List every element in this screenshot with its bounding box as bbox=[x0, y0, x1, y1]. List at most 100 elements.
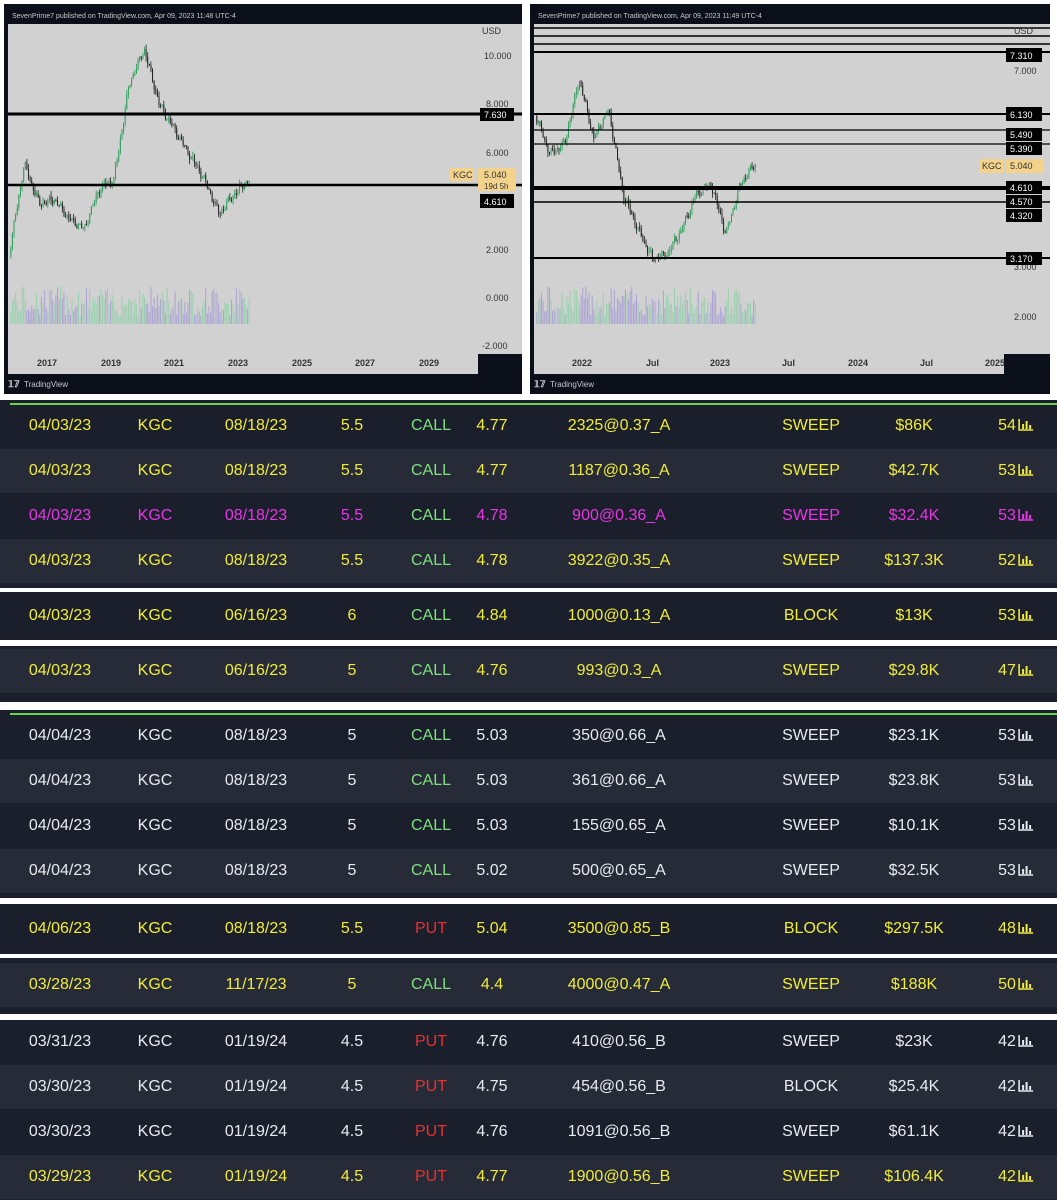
candle-body bbox=[31, 180, 33, 184]
bar-chart-icon[interactable] bbox=[1018, 1125, 1034, 1137]
bar-chart-icon[interactable] bbox=[1018, 1035, 1034, 1047]
volume-bar bbox=[39, 314, 41, 324]
candle-body bbox=[89, 214, 91, 224]
spot-price: 5.03 bbox=[476, 727, 508, 744]
candle-body bbox=[639, 227, 641, 229]
volume-bar bbox=[699, 314, 701, 324]
volume-bar bbox=[129, 301, 131, 324]
volume-bar bbox=[181, 298, 183, 324]
volume-bar bbox=[79, 315, 81, 324]
volume-bar bbox=[583, 298, 585, 324]
bar-chart-icon[interactable] bbox=[1018, 864, 1034, 876]
candle-body bbox=[176, 128, 178, 138]
bar-chart-icon[interactable] bbox=[1018, 609, 1034, 621]
spot-price: 4.84 bbox=[476, 607, 508, 624]
volume-bar bbox=[737, 293, 739, 324]
table-row[interactable]: 04/03/23 KGC 08/18/23 5.5 CALL 4.77 2325@0.37_… bbox=[0, 404, 1057, 448]
candle-body bbox=[169, 117, 171, 123]
volume-bar bbox=[143, 297, 146, 324]
volume-bar bbox=[81, 303, 83, 324]
volume-bar bbox=[132, 314, 134, 324]
candle-body bbox=[145, 49, 147, 57]
candle-body bbox=[545, 139, 547, 145]
table-row[interactable]: 03/31/23 KGC 01/19/24 4.5 PUT 4.76 410@0.56_B S… bbox=[0, 1020, 1057, 1064]
bar-chart-icon[interactable] bbox=[1018, 664, 1034, 676]
bar-chart-icon[interactable] bbox=[1018, 978, 1034, 990]
bar-chart-icon[interactable] bbox=[1018, 729, 1034, 741]
strike-price: 6 bbox=[347, 607, 357, 624]
candle-body bbox=[47, 199, 49, 205]
trade-details: 1187@0.36_A bbox=[568, 462, 670, 479]
candle-body bbox=[189, 154, 191, 160]
volume-bar bbox=[716, 315, 718, 324]
candle-body bbox=[561, 142, 563, 149]
volume-bar bbox=[240, 292, 242, 324]
volume-bar bbox=[567, 302, 569, 324]
ticker-symbol: KGC bbox=[137, 552, 173, 569]
table-row[interactable]: 03/30/23 KGC 01/19/24 4.5 PUT 4.76 1091@0.56_B… bbox=[0, 1110, 1057, 1154]
bar-chart-icon[interactable] bbox=[1018, 1170, 1034, 1182]
volume-bar bbox=[42, 302, 44, 324]
candle-body bbox=[539, 121, 541, 123]
table-row[interactable]: 04/04/23 KGC 08/18/23 5 CALL 5.03 361@0.66_A SW… bbox=[0, 759, 1057, 803]
volume-bar bbox=[137, 315, 139, 324]
chart-short-term[interactable]: SevenPrime7 published on TradingView.com… bbox=[530, 4, 1050, 394]
order-kind: SWEEP bbox=[782, 772, 840, 789]
volume-bar bbox=[730, 306, 732, 324]
spot-price: 4.78 bbox=[476, 507, 508, 524]
candle-body bbox=[155, 89, 157, 92]
expiry-date: 08/18/23 bbox=[224, 862, 288, 879]
bar-chart-icon[interactable] bbox=[1018, 922, 1034, 934]
volume-bar bbox=[222, 309, 224, 324]
candle-body bbox=[579, 80, 581, 89]
table-row[interactable]: 03/29/23 KGC 01/19/24 4.5 PUT 4.77 1900@0.56_B… bbox=[0, 1155, 1057, 1199]
volume-bar bbox=[751, 315, 753, 324]
table-row[interactable]: 04/03/23 KGC 08/18/23 5.5 CALL 4.77 1187@0.36_… bbox=[0, 449, 1057, 493]
option-type: PUT bbox=[415, 1078, 447, 1095]
volume-bar bbox=[232, 303, 234, 324]
bar-chart-icon[interactable] bbox=[1018, 819, 1034, 831]
volume-bar bbox=[598, 311, 600, 324]
level-label: 7.310 bbox=[1010, 51, 1033, 61]
volume-bar bbox=[90, 310, 92, 324]
table-row[interactable]: 04/03/23 KGC 06/16/23 5 CALL 4.76 993@0.3_A SWE… bbox=[0, 649, 1057, 693]
bar-chart-icon[interactable] bbox=[1018, 419, 1034, 431]
table-row[interactable]: 04/06/23 KGC 08/18/23 5.5 PUT 5.04 3500@0.85_B… bbox=[0, 907, 1057, 951]
table-row[interactable]: 04/04/23 KGC 08/18/23 5 CALL 5.03 155@0.65_A SW… bbox=[0, 804, 1057, 848]
candle-body bbox=[29, 178, 31, 181]
bar-chart-icon[interactable] bbox=[1018, 509, 1034, 521]
candle-body bbox=[121, 130, 123, 139]
table-row[interactable]: 04/03/23 KGC 08/18/23 5.5 CALL 4.78 900@0.36_A… bbox=[0, 494, 1057, 538]
candle-body bbox=[118, 151, 120, 162]
volume-bar bbox=[691, 302, 693, 324]
candle-body bbox=[126, 94, 128, 110]
candle-body bbox=[620, 171, 622, 178]
trade-details: 900@0.36_A bbox=[572, 507, 666, 524]
candle-body bbox=[751, 165, 753, 169]
bar-chart-icon[interactable] bbox=[1018, 1080, 1034, 1092]
bar-chart-icon[interactable] bbox=[1018, 464, 1034, 476]
table-row[interactable]: 04/04/23 KGC 08/18/23 5 CALL 5.02 500@0.65_A SW… bbox=[0, 849, 1057, 893]
chart-long-term[interactable]: SevenPrime7 published on TradingView.com… bbox=[4, 4, 522, 394]
volume-bar bbox=[118, 315, 120, 324]
table-row[interactable]: 04/03/23 KGC 06/16/23 6 CALL 4.84 1000@0.13_A B… bbox=[0, 594, 1057, 638]
candle-body bbox=[16, 207, 18, 216]
volume-bar bbox=[13, 298, 15, 324]
volume-bar bbox=[696, 305, 698, 324]
table-row[interactable]: 04/03/23 KGC 08/18/23 5.5 CALL 4.78 3922@0.35_… bbox=[0, 539, 1057, 583]
candle-body bbox=[719, 210, 721, 213]
candle-body bbox=[23, 167, 25, 181]
candle-body bbox=[132, 73, 134, 79]
volume-bar bbox=[10, 312, 12, 324]
table-row[interactable]: 04/04/23 KGC 08/18/23 5 CALL 5.03 350@0.66_A SW… bbox=[0, 714, 1057, 758]
ticker-symbol: KGC bbox=[137, 1078, 173, 1095]
table-row[interactable]: 03/28/23 KGC 11/17/23 5 CALL 4.4 4000@0.47_A SW… bbox=[0, 963, 1057, 1007]
bar-chart-icon[interactable] bbox=[1018, 774, 1034, 786]
volume-bar bbox=[537, 300, 539, 324]
candle-body bbox=[689, 210, 691, 218]
premium-value: $23K bbox=[895, 1033, 933, 1050]
candle-body bbox=[577, 88, 579, 92]
candle-body bbox=[156, 91, 158, 97]
bar-chart-icon[interactable] bbox=[1018, 554, 1034, 566]
table-row[interactable]: 03/30/23 KGC 01/19/24 4.5 PUT 4.75 454@0.56_B B… bbox=[0, 1065, 1057, 1109]
